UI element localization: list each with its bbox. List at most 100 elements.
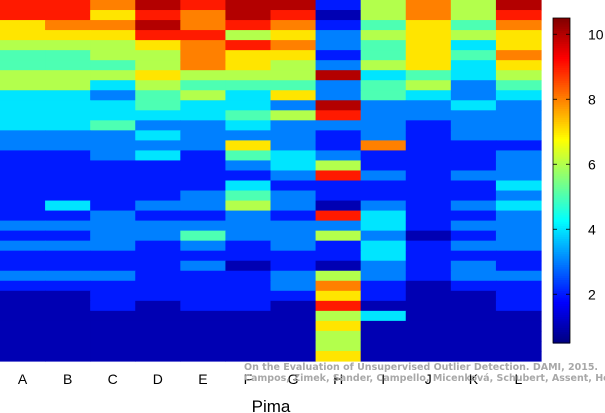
heatmap-cell [270,250,317,262]
heatmap-cell [315,210,362,222]
colorbar-swatch [553,223,570,227]
heatmap-cell [450,120,497,131]
colorbar-swatch [553,187,570,190]
heatmap-cell [0,180,46,192]
heatmap-cell [495,320,542,332]
heatmap-cell [180,280,227,292]
heatmap-cell [450,10,497,21]
heatmap-cell [45,20,91,31]
heatmap-cell [90,130,136,141]
colorbar-tick-label: 8 [588,91,596,107]
heatmap-cell [270,220,317,232]
heatmap-cell [90,180,136,192]
heatmap-cell [495,110,542,121]
colorbar-swatch [553,113,570,117]
heatmap-cell [0,0,46,11]
heatmap-cell [495,250,542,262]
heatmap-cell [90,30,136,41]
credit-line-1: On the Evaluation of Unsupervised Outlie… [244,362,598,373]
heatmap-cell [315,50,362,61]
heatmap-cell [450,240,497,252]
heatmap-cell [90,280,136,292]
heatmap-cell [405,260,452,272]
heatmap-cell [45,60,91,71]
heatmap-cell [405,350,452,362]
heatmap-cell [0,80,46,91]
colorbar-swatch [553,297,570,301]
colorbar-ticks: 2 4 6 8 10 [553,26,604,302]
heatmap-cell [405,340,452,352]
colorbar-swatch [553,137,570,140]
colorbar-swatch [553,284,570,288]
heatmap-cell [495,180,542,192]
heatmap-cell [135,180,181,192]
heatmap-cell [135,90,181,101]
heatmap-cell [405,230,452,242]
heatmap-cell [405,130,452,141]
heatmap-cell [495,0,542,11]
heatmap-cell [90,210,136,222]
heatmap-cell [0,60,46,71]
colorbar-swatch [553,262,570,266]
heatmap-cell [135,130,181,141]
heatmap-cell [495,20,542,31]
heatmap-cell [0,160,46,172]
heatmap-cell [360,80,407,91]
heatmap-cell [180,90,227,101]
heatmap-cell [180,20,227,31]
colorbar-swatch [553,301,570,305]
heatmap-cell [45,40,91,51]
heatmap-cell [315,60,362,71]
heatmap-cell [450,200,497,212]
x-tick-label: J [425,371,432,387]
heatmap-cell [495,40,542,51]
heatmap-cell [495,210,542,222]
colorbar-swatch [553,217,570,221]
heatmap-cell [315,330,362,342]
heatmap-cell [450,60,497,71]
heatmap-cell [405,220,452,232]
heatmap-cell [315,160,362,172]
heatmap-cell [225,150,272,162]
colorbar-swatch [553,213,570,216]
colorbar-swatch [553,57,570,60]
colorbar-tick-label: 6 [588,156,596,172]
heatmap-cell [0,200,46,212]
heatmap-cell [495,330,542,342]
heatmap-cell [315,40,362,51]
heatmap-cell [315,260,362,272]
heatmap-cell [225,120,272,131]
heatmap-cell [225,280,272,292]
heatmap-cell [315,10,362,21]
heatmap-cell [225,300,272,312]
heatmap-cell [0,190,46,202]
heatmap-cell [315,270,362,282]
heatmap-cell [135,100,181,111]
heatmap-cell [495,10,542,21]
heatmap-cell [180,150,227,162]
heatmap-cell [360,230,407,242]
heatmap-cell [315,180,362,192]
heatmap-cell [360,70,407,81]
heatmap-cell [0,320,46,332]
heatmap-cell [270,230,317,242]
heatmap-cell [495,90,542,101]
heatmap-cell [405,250,452,262]
heatmap-cell [450,90,497,101]
heatmap-cell [315,320,362,332]
heatmap-cell [135,220,181,232]
heatmap-cell [270,270,317,282]
heatmap-cell [360,120,407,131]
heatmap-cell [135,30,181,41]
colorbar-swatch [553,117,570,121]
heatmap-cell [180,130,227,141]
colorbar-swatch [553,280,570,283]
heatmap-cell [315,190,362,202]
x-tick-label: K [469,371,479,387]
colorbar-swatch [553,228,570,231]
heatmap-cell [405,40,452,51]
heatmap-cell [90,40,136,51]
colorbar-swatch [553,189,570,192]
colorbar-swatch [553,169,570,173]
heatmap-cell [225,250,272,262]
